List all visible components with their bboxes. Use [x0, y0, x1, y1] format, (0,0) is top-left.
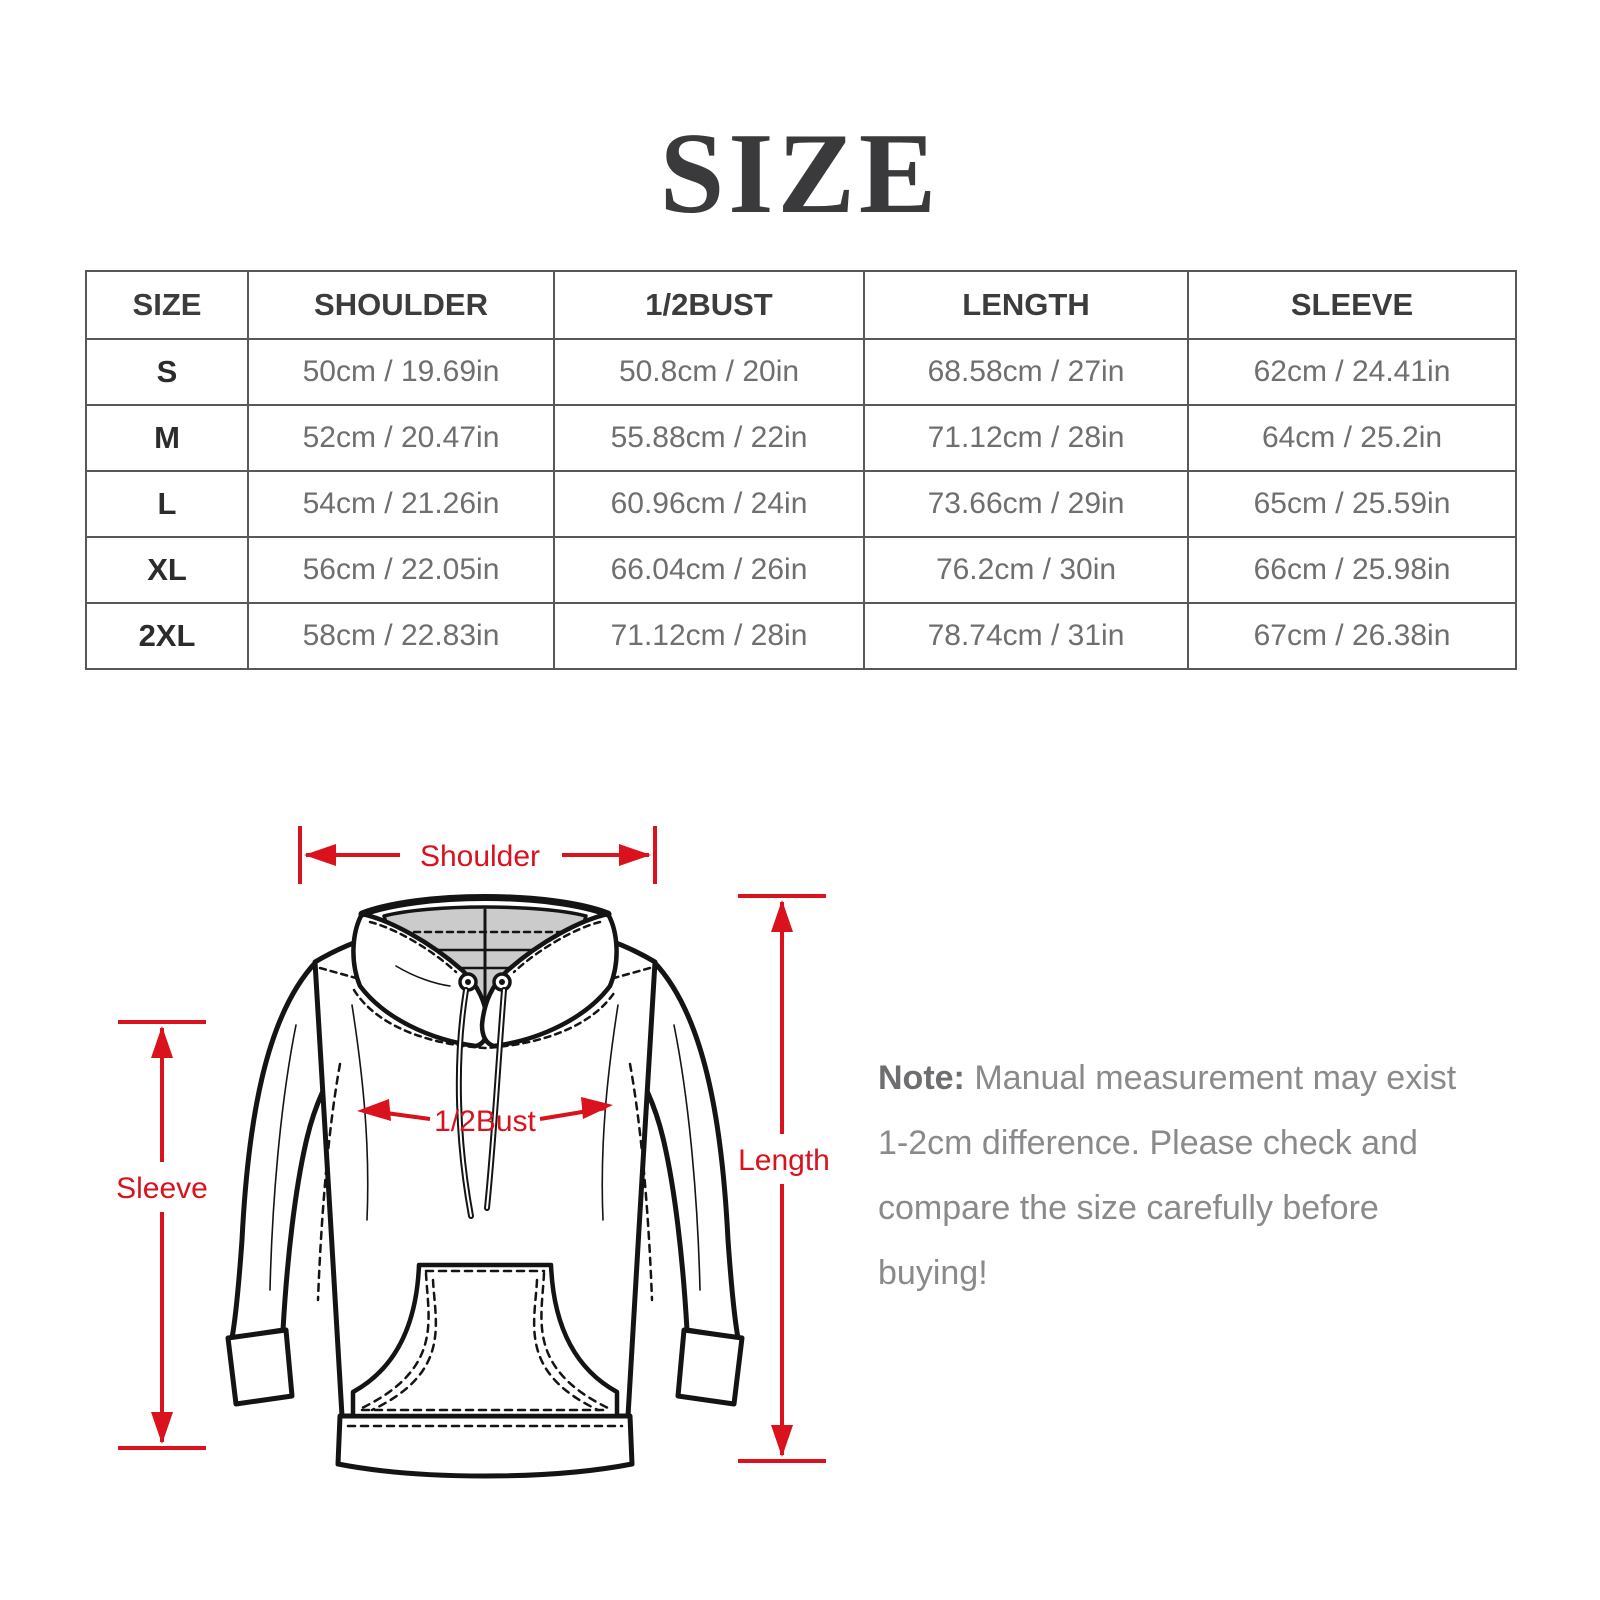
bust-arrow	[357, 1097, 613, 1121]
cell-length: 76.2cm / 30in	[863, 536, 1189, 604]
cell-size: S	[85, 338, 249, 406]
table-row: XL 56cm / 22.05in 66.04cm / 26in 76.2cm …	[85, 536, 1517, 604]
note-text: Note: Manual measurement may exist 1-2cm…	[878, 1046, 1492, 1306]
hoodie-sketch-icon	[225, 894, 745, 1479]
length-label: Length	[738, 1144, 830, 1177]
cell-shoulder: 58cm / 22.83in	[247, 602, 555, 670]
cell-bust: 55.88cm / 22in	[553, 404, 865, 472]
table-row: L 54cm / 21.26in 60.96cm / 24in 73.66cm …	[85, 470, 1517, 538]
cell-size: 2XL	[85, 602, 249, 670]
cell-sleeve: 65cm / 25.59in	[1187, 470, 1517, 538]
shoulder-label: Shoulder	[420, 840, 540, 873]
cell-shoulder: 52cm / 20.47in	[247, 404, 555, 472]
cell-size: M	[85, 404, 249, 472]
cell-bust: 50.8cm / 20in	[553, 338, 865, 406]
table-row: 2XL 58cm / 22.83in 71.12cm / 28in 78.74c…	[85, 602, 1517, 670]
cell-sleeve: 66cm / 25.98in	[1187, 536, 1517, 604]
column-header-sleeve: SLEEVE	[1187, 270, 1517, 340]
cell-sleeve: 62cm / 24.41in	[1187, 338, 1517, 406]
column-header-size: SIZE	[85, 270, 249, 340]
note-body: Manual measurement may exist 1-2cm diffe…	[878, 1059, 1457, 1292]
bust-label: 1/2Bust	[434, 1105, 536, 1138]
shoulder-arrow	[298, 826, 657, 884]
table-row: M 52cm / 20.47in 55.88cm / 22in 71.12cm …	[85, 404, 1517, 472]
note-label: Note:	[878, 1059, 965, 1097]
table-header-row: SIZE SHOULDER 1/2BUST LENGTH SLEEVE	[85, 270, 1517, 340]
measurement-arrows: Shoulder Sleeve Length 1/2Bust	[116, 826, 830, 1463]
cell-shoulder: 50cm / 19.69in	[247, 338, 555, 406]
length-arrow	[738, 894, 826, 1463]
table-row: S 50cm / 19.69in 50.8cm / 20in 68.58cm /…	[85, 338, 1517, 406]
page-title: SIZE	[659, 110, 941, 238]
sleeve-label: Sleeve	[116, 1172, 208, 1205]
column-header-shoulder: SHOULDER	[247, 270, 555, 340]
hoodie-measurement-diagram: Shoulder Sleeve Length 1/2Bust	[116, 826, 830, 1479]
column-header-bust: 1/2BUST	[553, 270, 865, 340]
cell-sleeve: 67cm / 26.38in	[1187, 602, 1517, 670]
cell-length: 68.58cm / 27in	[863, 338, 1189, 406]
cell-length: 73.66cm / 29in	[863, 470, 1189, 538]
column-header-length: LENGTH	[863, 270, 1189, 340]
size-chart-table: SIZE SHOULDER 1/2BUST LENGTH SLEEVE S 50…	[85, 270, 1517, 670]
sleeve-arrow	[118, 1020, 206, 1450]
cell-bust: 60.96cm / 24in	[553, 470, 865, 538]
cell-bust: 66.04cm / 26in	[553, 536, 865, 604]
cell-size: L	[85, 470, 249, 538]
cell-size: XL	[85, 536, 249, 604]
cell-length: 78.74cm / 31in	[863, 602, 1189, 670]
cell-shoulder: 56cm / 22.05in	[247, 536, 555, 604]
cell-bust: 71.12cm / 28in	[553, 602, 865, 670]
cell-length: 71.12cm / 28in	[863, 404, 1189, 472]
cell-shoulder: 54cm / 21.26in	[247, 470, 555, 538]
cell-sleeve: 64cm / 25.2in	[1187, 404, 1517, 472]
